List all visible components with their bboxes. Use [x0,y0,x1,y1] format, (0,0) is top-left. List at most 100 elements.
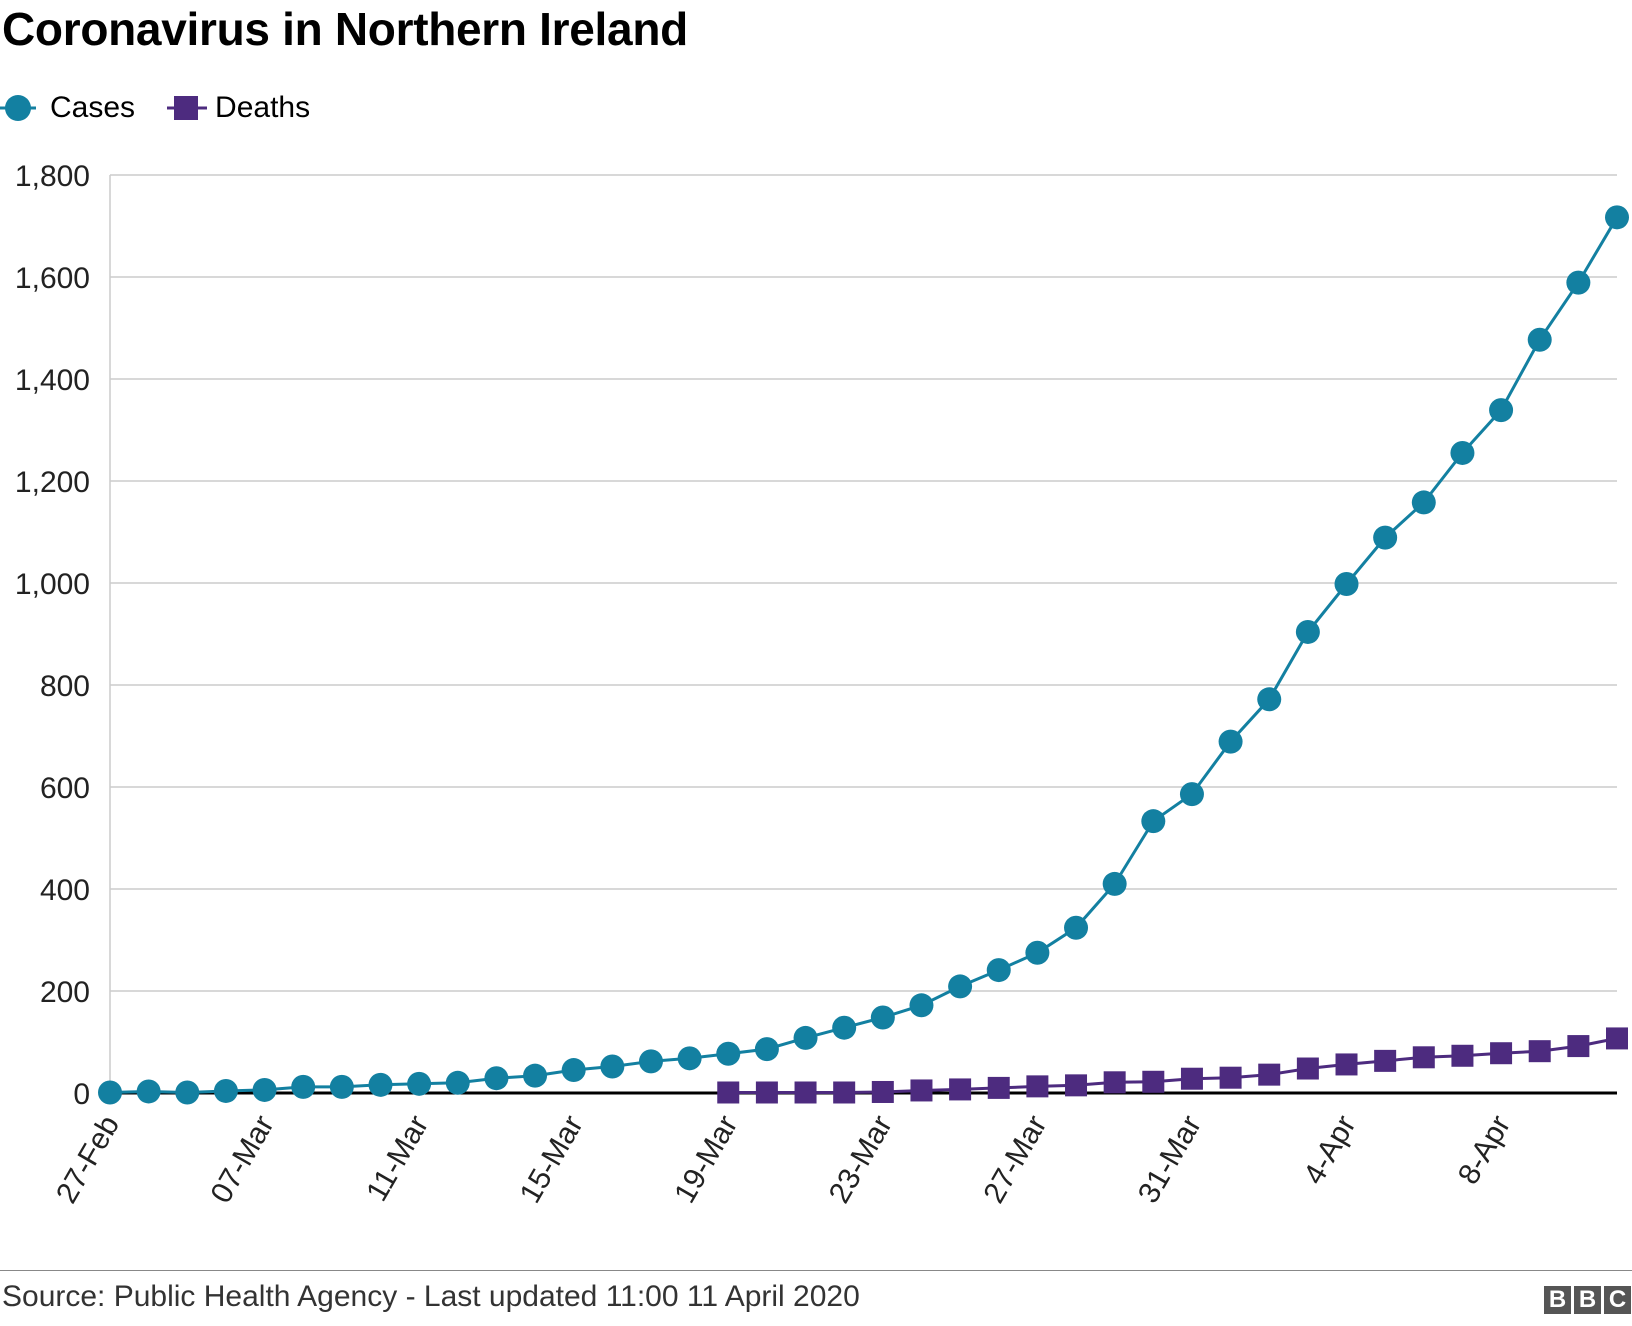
y-tick-label: 1,800 [15,160,90,193]
bbc-logo: B B C [1541,1286,1631,1314]
y-tick-label: 1,400 [15,364,90,397]
x-tick-label: 31-Mar [1132,1110,1208,1209]
y-axis: 0 200 400 600 800 1,000 1,200 1,400 1,600 1,800 [15,160,90,1111]
cases-legend-marker-icon [0,95,36,121]
chart-title: Coronavirus in Northern Ireland [2,3,688,55]
series-cases [98,205,1629,1105]
cases-line [109,216,1619,1095]
deaths-point [1335,1053,1358,1076]
cases-point [329,1074,354,1099]
cases-point [1141,809,1166,834]
x-tick-label: 19-Mar [668,1110,744,1209]
legend: Cases Deaths [0,86,340,130]
deaths-point [1142,1070,1165,1093]
cases-point [1489,398,1514,423]
deaths-point [1296,1057,1319,1080]
cases-point [1179,782,1204,807]
deaths-point [1606,1027,1628,1050]
cases-point [832,1015,857,1040]
cases-point [1257,687,1282,712]
x-axis: 27-Feb 07-Mar 11-Mar 15-Mar 19-Mar 23-Mar 27-M… [50,1091,1617,1209]
cases-point [1064,915,1089,940]
cases-point [1605,205,1629,230]
cases-point [870,1005,895,1030]
deaths-point [1219,1066,1242,1089]
x-tick-label: 23-Mar [823,1110,899,1209]
y-tick-label: 1,000 [15,568,90,601]
cases-point [1450,440,1475,465]
cases-point [677,1046,702,1071]
y-tick-label: 200 [40,976,90,1009]
y-tick-label: 1,600 [15,262,90,295]
x-tick-label: 27-Mar [977,1110,1053,1209]
cases-point [175,1080,200,1105]
cases-point [561,1058,586,1083]
cases-point [445,1070,470,1095]
deaths-point [1412,1046,1435,1069]
deaths-point [1567,1035,1590,1058]
cases-point [1218,729,1243,754]
cases-point [638,1049,663,1074]
bbc-logo-letter: C [1604,1286,1631,1314]
legend-item-deaths: Deaths [165,88,310,128]
deaths-legend-marker-icon [167,96,208,120]
series [98,205,1629,1105]
deaths-point [910,1079,933,1102]
cases-point [1373,525,1398,550]
deaths-point [755,1081,778,1104]
deaths-point [717,1081,740,1104]
deaths-point [833,1081,856,1104]
source-note: Source: Public Health Agency - Last upda… [2,1280,860,1313]
y-tick-label: 400 [40,874,90,907]
cases-point [484,1066,509,1091]
deaths-point [1451,1044,1474,1067]
y-tick-label: 0 [73,1078,90,1111]
cases-point [291,1074,316,1099]
legend-label-cases: Cases [50,91,136,124]
x-tick-label: 07-Mar [205,1110,281,1209]
deaths-point [794,1081,817,1104]
cases-point [1334,572,1359,597]
deaths-point [1528,1040,1551,1063]
cases-point [98,1080,122,1105]
deaths-point [1374,1049,1397,1072]
cases-point [368,1072,393,1097]
x-tick-label: 27-Feb [50,1110,126,1209]
deaths-point [1103,1071,1126,1094]
cases-point [1411,490,1436,515]
x-tick-label: 4-Apr [1297,1110,1362,1190]
y-tick-label: 600 [40,772,90,805]
x-tick-label: 15-Mar [514,1110,590,1209]
line-chart: 0 200 400 600 800 1,000 1,200 1,400 1,600 1,800 2… [15,160,1629,1209]
cases-point [909,993,934,1018]
series-deaths [717,1027,1628,1104]
deaths-point [1026,1075,1049,1098]
cases-point [1527,327,1552,352]
deaths-point [1180,1067,1203,1090]
cases-point [1295,619,1320,644]
cases-point [1025,940,1050,965]
deaths-line [728,1036,1618,1094]
cases-point [793,1025,818,1050]
bbc-logo-letter: B [1574,1286,1601,1314]
gridlines [109,174,1617,1093]
legend-label-deaths: Deaths [215,91,311,124]
cases-point [948,974,973,999]
cases-point [986,958,1011,983]
x-tick-label: 8-Apr [1452,1110,1517,1190]
deaths-point [871,1080,894,1103]
cases-point [213,1078,238,1103]
bbc-logo-letter: B [1544,1286,1571,1314]
cases-point [1566,270,1591,295]
cases-point [407,1071,432,1096]
deaths-point [1490,1042,1513,1065]
cases-point [523,1063,548,1088]
y-tick-label: 800 [40,670,90,703]
cases-point [754,1037,779,1062]
cases-point [136,1079,161,1104]
deaths-point [1258,1063,1281,1086]
cases-point [716,1041,741,1066]
deaths-point [949,1078,972,1101]
legend-item-cases: Cases [0,88,135,128]
cases-point [1102,871,1127,896]
